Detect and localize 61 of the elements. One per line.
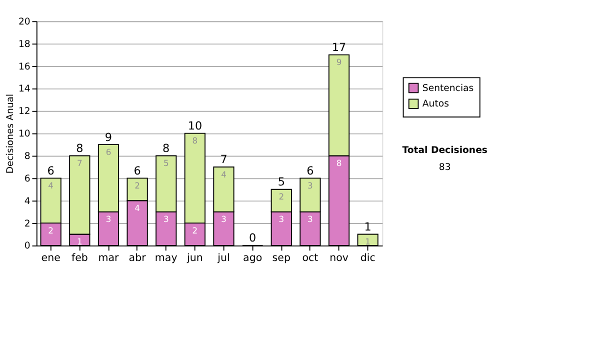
data-label: 6	[106, 146, 112, 157]
data-label: 8	[336, 158, 342, 168]
data-label: 2	[192, 225, 198, 236]
data-label: 3	[163, 214, 169, 224]
y-tick-label: 10	[18, 128, 30, 140]
total-label: 17	[332, 41, 346, 54]
data-label: 8	[192, 136, 198, 146]
data-label: 2	[278, 192, 284, 202]
y-tick-label: 6	[24, 173, 30, 184]
x-tick-label: abr	[128, 252, 147, 264]
total-label: 10	[188, 120, 202, 133]
total-label: 6	[134, 164, 141, 178]
y-tick-label: 18	[18, 38, 30, 50]
data-label: 3	[106, 214, 112, 224]
x-tick-label: ene	[41, 252, 60, 264]
data-label: 3	[221, 214, 226, 224]
x-tick-label: dic	[360, 252, 376, 264]
x-tick-label: jun	[186, 252, 203, 264]
y-tick-label: 16	[18, 61, 30, 72]
total-label: 8	[162, 142, 170, 156]
total-label: 7	[220, 153, 228, 166]
text: 83	[438, 162, 451, 173]
data-label: 7	[76, 158, 82, 168]
data-label: 3	[308, 180, 313, 190]
data-label: 2	[48, 225, 54, 236]
data-label: 4	[134, 202, 140, 213]
total-label: 6	[306, 164, 314, 178]
data-label: 4	[221, 169, 226, 180]
x-tick-label: jul	[216, 252, 230, 264]
data-label: 4	[48, 180, 54, 190]
y-tick-label: 4	[24, 196, 30, 207]
y-tick-label: 12	[18, 106, 30, 118]
text: Total Decisiones	[402, 144, 488, 156]
total-label: 8	[76, 142, 84, 156]
total-label: 1	[364, 220, 372, 234]
x-tick-label: may	[154, 252, 178, 264]
data-label: 1	[76, 236, 82, 247]
data-label: 1	[365, 236, 371, 247]
data-label: 3	[308, 214, 313, 224]
y-tick-label: 0	[24, 240, 30, 252]
y-tick-label: 8	[24, 151, 30, 162]
x-tick-label: nov	[330, 252, 348, 264]
legend-label: Autos	[422, 98, 450, 110]
legend-label: Sentencias	[422, 82, 474, 94]
total-label: 0	[249, 232, 256, 245]
total-label: 6	[47, 164, 54, 178]
x-tick-label: mar	[98, 252, 120, 264]
y-tick-label: 14	[18, 84, 30, 95]
data-label: 9	[336, 57, 342, 68]
x-tick-label: ago	[243, 252, 262, 264]
x-tick-label: sep	[272, 252, 290, 264]
y-tick-label: 2	[24, 218, 30, 230]
total-label: 5	[278, 176, 285, 189]
y-axis-title: Decisiones Anual	[4, 94, 16, 174]
data-label: 2	[134, 180, 140, 190]
data-label: 3	[278, 214, 284, 224]
x-tick-label: feb	[71, 252, 88, 264]
x-tick-label: oct	[302, 252, 318, 264]
total-label: 9	[104, 130, 112, 144]
y-tick-label: 20	[18, 16, 30, 28]
data-label: 5	[163, 158, 169, 168]
